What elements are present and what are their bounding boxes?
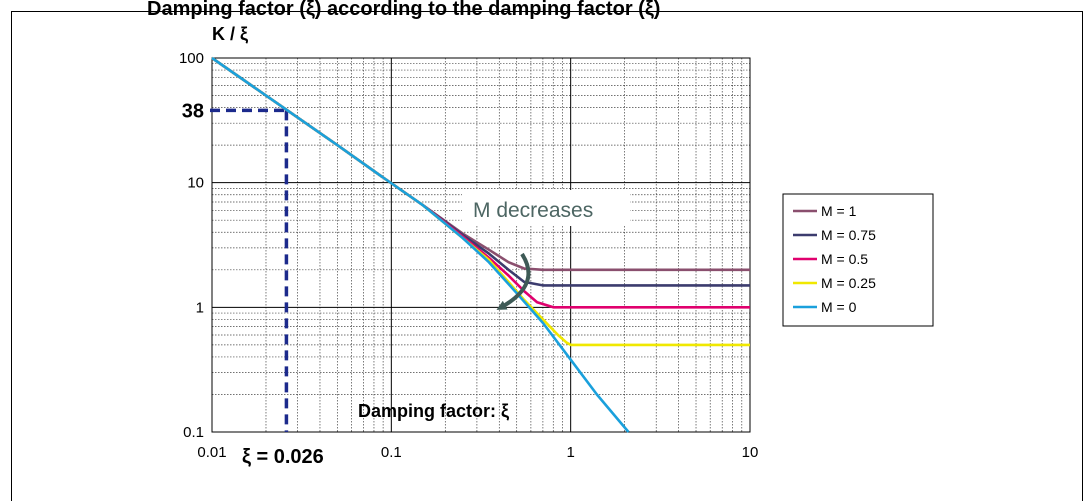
y-tick-label: 1 (196, 299, 204, 316)
x-axis-title: Damping factor: ξ (358, 401, 509, 422)
marker-lines (210, 108, 289, 432)
y-tick-label: 10 (187, 175, 204, 192)
x-tick-label: 0.01 (197, 444, 226, 461)
legend: M = 1 M = 0.75 M = 0.5 M = 0.25 M = 0 (782, 193, 934, 327)
x-tick-label: 0.1 (381, 444, 402, 461)
legend-label: M = 0.5 (821, 251, 868, 267)
legend-label: M = 1 (821, 203, 857, 219)
tick-labels: 0.01 0.1 1 10 100 10 1 0.1 (179, 50, 758, 461)
x-marker-label: ξ = 0.026 (242, 446, 324, 468)
plot-area-border (211, 57, 751, 433)
y-tick-label: 0.1 (183, 424, 204, 441)
y-axis-title: K / ξ (212, 24, 248, 45)
trend-text: M decreases (473, 199, 593, 222)
legend-label: M = 0 (821, 299, 857, 315)
series-line (211, 56, 750, 272)
series-lines (211, 56, 750, 433)
y-tick-label: 100 (179, 50, 204, 67)
legend-label: M = 0.25 (821, 275, 876, 291)
series-line (211, 56, 630, 433)
legend-label: M = 0.75 (821, 227, 876, 243)
trend-arrow (496, 252, 531, 310)
x-tick-label: 10 (742, 444, 759, 461)
chart-svg: 0.01 0.1 1 10 100 10 1 0.1 K / ξ Damping factor:… (179, 24, 934, 468)
chart-title-partial: Damping factor (ξ) according to the damp… (147, 0, 661, 20)
trend-text-background (462, 190, 630, 226)
x-tick-label: 1 (566, 444, 574, 461)
chart-frame: Damping factor (ξ) according to the damp… (11, 0, 1083, 501)
annotations: K / ξ Damping factor: ξ 38 ξ = 0.026 M decre… (182, 24, 630, 468)
y-marker-label: 38 (182, 100, 204, 122)
